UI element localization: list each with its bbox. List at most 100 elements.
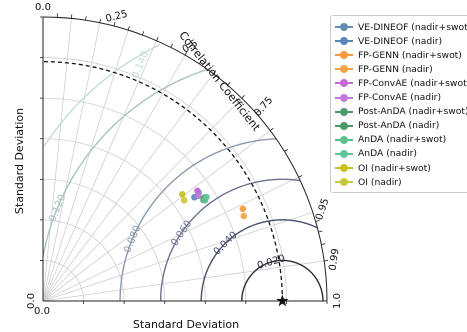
legend-label: VE-DINEOF (nadir+swot) — [358, 21, 467, 33]
corr-tick — [85, 16, 87, 21]
corr-tick — [269, 127, 274, 131]
corr-tick — [113, 22, 116, 27]
corr-grid-line — [42, 73, 214, 302]
legend-swatch — [335, 65, 353, 74]
legend-label: FP-ConvAE (nadir+swot) — [358, 77, 467, 89]
legend-marker — [340, 164, 348, 172]
legend-entry: Post-AnDA (nadir+swot) — [335, 105, 467, 119]
corr-tick — [198, 60, 202, 65]
corr-grid-line — [42, 40, 157, 302]
legend-marker — [340, 79, 348, 88]
legend-marker — [340, 121, 348, 130]
legend-entry: VE-DINEOF (nadir) — [335, 34, 442, 48]
corr-tick — [184, 51, 188, 56]
legend-entry: FP-ConvAE (nadir+swot) — [335, 76, 467, 90]
reference-std-arc — [42, 60, 284, 302]
corr-tick — [213, 70, 217, 75]
corr-tick-label: 0.0 — [35, 2, 51, 13]
legend-entry: FP-GENN (nadir+swot) — [335, 48, 462, 62]
std-grid-arc — [42, 57, 287, 302]
legend-swatch — [335, 164, 353, 172]
corr-tick — [170, 43, 173, 48]
legend-entry: FP-ConvAE (nadir) — [335, 91, 441, 105]
legend-entry: AnDA (nadir) — [335, 147, 417, 161]
corr-tick — [315, 219, 320, 222]
legend-marker — [340, 65, 348, 74]
legend-swatch — [335, 178, 353, 187]
legend-label: FP-ConvAE (nadir) — [358, 92, 442, 103]
rmsd-contour — [119, 138, 277, 302]
std-grid-arc — [42, 97, 247, 302]
x-axis-title: Standard Deviation — [133, 318, 239, 331]
legend-swatch — [335, 23, 353, 31]
corr-axis-title: Correlation Coefficient — [176, 29, 263, 134]
legend-entry: OI (nadir) — [335, 175, 402, 189]
y-axis-title: Standard Deviation — [13, 108, 26, 214]
corr-tick — [142, 31, 145, 36]
data-point — [180, 196, 188, 204]
grid-layer — [42, 18, 325, 302]
legend-marker — [340, 107, 348, 116]
legend-label: AnDA (nadir) — [358, 148, 418, 160]
legend-swatch — [335, 37, 353, 46]
corr-tick — [227, 81, 231, 86]
corr-tick — [284, 148, 289, 152]
corr-tick — [298, 175, 303, 178]
corr-tick-label: 0.95 — [314, 197, 331, 222]
legend-label: OI (nadir+swot) — [358, 162, 431, 174]
legend-marker — [340, 135, 348, 144]
legend-label: AnDA (nadir+swot) — [358, 134, 447, 146]
corr-grid-line — [42, 22, 101, 302]
rmsd-label: 0.140 — [130, 50, 151, 81]
legend-entry: Post-AnDA (nadir) — [335, 119, 439, 133]
corr-tick — [321, 243, 326, 245]
legend-label: Post-AnDA (nadir+swot) — [358, 106, 467, 118]
data-point — [194, 187, 201, 195]
legend-entry: FP-GENN (nadir) — [335, 62, 433, 76]
legend-swatch — [335, 107, 353, 116]
data-point — [195, 192, 202, 200]
corr-tick-label: 0.99 — [328, 248, 342, 272]
legend-marker — [340, 23, 348, 31]
legend-marker — [340, 178, 348, 187]
corr-grid-line — [42, 260, 325, 302]
legend-swatch — [335, 121, 353, 130]
corr-grid-line — [42, 130, 271, 302]
corr-grid-line — [42, 29, 129, 302]
data-point — [179, 191, 186, 198]
data-point — [239, 205, 247, 213]
legend-marker — [340, 51, 348, 60]
std-grid-arc — [42, 178, 166, 302]
rmsd-contour — [241, 259, 324, 301]
legend-swatch — [335, 93, 353, 102]
legend-swatch — [335, 51, 353, 60]
rmsd-contour — [159, 178, 300, 302]
corr-grid-line — [42, 18, 72, 302]
rmsd-label: 0.120 — [47, 193, 68, 224]
corr-tick — [99, 18, 101, 23]
legend-label: Post-AnDA (nadir) — [358, 120, 440, 132]
legend-label: VE-DINEOF (nadir) — [358, 35, 443, 47]
corr-grid-line — [42, 97, 243, 302]
data-points — [179, 187, 289, 307]
reference-star-marker — [276, 294, 289, 307]
legend-marker — [340, 37, 348, 46]
legend-swatch — [335, 135, 353, 144]
legend-entry: AnDA (nadir+swot) — [335, 133, 446, 147]
data-point — [203, 193, 210, 201]
legend-label: FP-GENN (nadir) — [358, 63, 433, 75]
legend-marker — [340, 149, 348, 158]
corr-tick — [318, 230, 323, 233]
rmsd-contours — [42, 44, 324, 302]
corr-tick — [127, 26, 130, 31]
legend-label: OI (nadir) — [358, 176, 402, 188]
legend-swatch — [335, 149, 353, 158]
legend-entry: OI (nadir+swot) — [335, 161, 431, 175]
rmsd-label: 0.040 — [212, 230, 240, 258]
corr-grid-line — [42, 54, 186, 302]
corr-tick — [255, 110, 260, 114]
corr-tick — [241, 95, 245, 99]
rmsd-contour — [42, 68, 208, 257]
legend-marker — [340, 93, 348, 102]
